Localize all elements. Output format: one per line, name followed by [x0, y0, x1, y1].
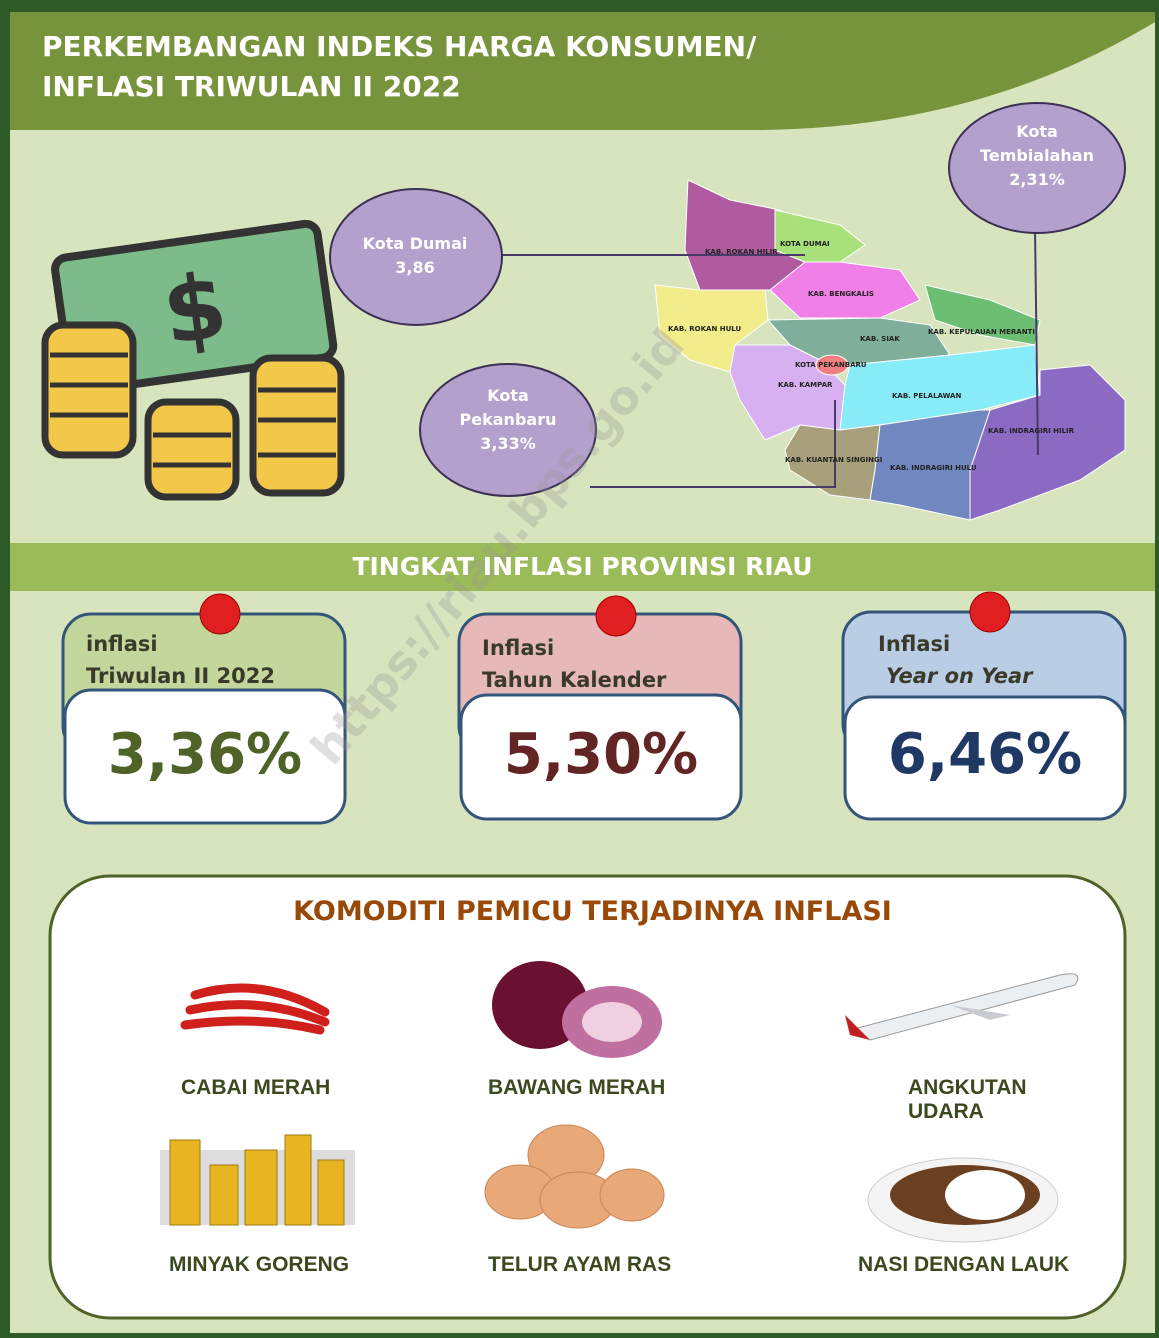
- card-label-line: Year on Year: [886, 664, 1033, 688]
- region-label: KAB. KAMPAR: [778, 381, 833, 389]
- region-label: KAB. BENGKALIS: [808, 290, 874, 298]
- header-band: [10, 12, 1155, 130]
- title-line: PERKEMBANGAN INDEKS HARGA KONSUMEN/: [42, 30, 757, 63]
- region-label: KAB. PELALAWAN: [892, 392, 962, 400]
- city-bubble-text: Kota Pekanbaru 3,33%: [448, 384, 568, 456]
- oil-image: [160, 1134, 355, 1226]
- card-label-line: inflasi: [86, 632, 158, 656]
- card-label-line: Triwulan II 2022: [86, 664, 275, 688]
- eggs-image: [484, 1124, 665, 1229]
- city-name: Kota Dumai: [362, 234, 468, 253]
- rice-image: [867, 1157, 1059, 1243]
- card-label: Inflasi Year on Year: [878, 628, 1033, 692]
- commodity-label: TELUR AYAM RAS: [488, 1253, 672, 1276]
- leader-lines: [502, 227, 1039, 488]
- section-title: TINGKAT INFLASI PROVINSI RIAU: [352, 552, 813, 581]
- city-bubbles: [329, 102, 1126, 497]
- region-label: KAB. ROKAN HULU: [668, 325, 742, 333]
- commodity-title: KOMODITI PEMICU TERJADINYA INFLASI: [293, 896, 892, 927]
- region-label: KAB. KEPULAUAN MERANTI: [928, 328, 1035, 336]
- money-icon: $: [41, 219, 345, 501]
- region-label: KAB. INDRAGIRI HILIR: [988, 427, 1075, 435]
- svg-text:$: $: [157, 253, 234, 366]
- pins: [199, 591, 1011, 637]
- card-value: 5,30%: [503, 722, 699, 787]
- plane-image: [845, 973, 1079, 1041]
- title-line: INFLASI TRIWULAN II 2022: [42, 70, 461, 103]
- card-label: inflasi Triwulan II 2022: [86, 628, 275, 692]
- commodity-label: NASI DENGAN LAUK: [858, 1253, 1070, 1276]
- onion-image: [492, 961, 662, 1058]
- card-label-line: Inflasi: [878, 632, 951, 656]
- city-name: Kota Tembialahan: [980, 122, 1094, 165]
- commodity-label: CABAI MERAH: [181, 1076, 331, 1099]
- city-bubble-text: Kota Tembialahan 2,31%: [972, 120, 1102, 192]
- card-value: 3,36%: [107, 722, 303, 787]
- commodity-label: BAWANG MERAH: [488, 1076, 666, 1099]
- region-label: KAB. INDRAGIRI HULU: [890, 464, 977, 472]
- city-value: 3,33%: [480, 434, 536, 453]
- city-bubble-text: Kota Dumai 3,86: [345, 232, 485, 280]
- region-label: KAB. ROKAN HILIR: [705, 248, 778, 256]
- commodity-label: MINYAK GORENG: [169, 1253, 350, 1276]
- region-label: KOTA PEKANBARU: [795, 361, 867, 369]
- city-value: 3,86: [395, 258, 435, 277]
- region-label: KAB. KUANTAN SINGINGI: [785, 456, 883, 464]
- region-label: KOTA DUMAI: [780, 240, 830, 248]
- commodity-label: ANGKUTAN UDARA: [908, 1076, 1027, 1123]
- city-name: Kota Pekanbaru: [459, 386, 557, 429]
- card-label-line: Tahun Kalender: [482, 668, 667, 692]
- card-label-line: Inflasi: [482, 636, 555, 660]
- card-label: Inflasi Tahun Kalender: [482, 632, 666, 696]
- region-label: KAB. SIAK: [860, 335, 900, 343]
- chili-image: [180, 983, 330, 1035]
- riau-map: [654, 179, 1126, 521]
- card-value: 6,46%: [887, 722, 1083, 787]
- city-value: 2,31%: [1009, 170, 1065, 189]
- section-band: [10, 543, 1155, 591]
